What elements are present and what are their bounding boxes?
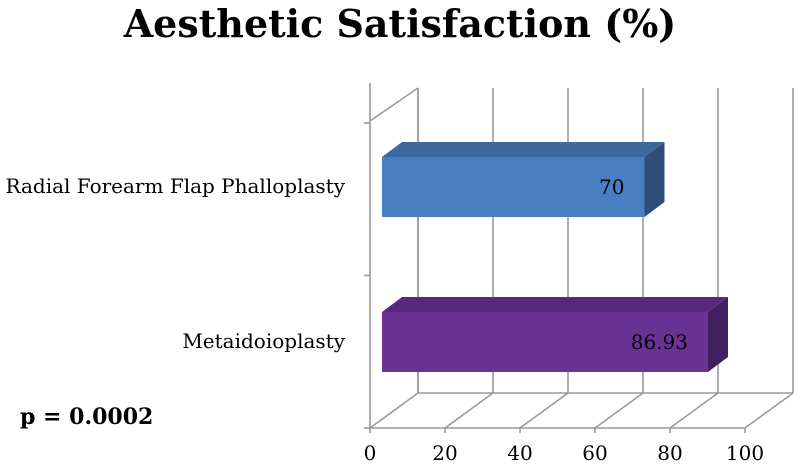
- floor-gridline-0: [369, 392, 419, 429]
- data-label: 86.93: [631, 330, 688, 354]
- x-tick-label: 40: [507, 441, 532, 465]
- bar-top-face: [382, 297, 728, 312]
- bar-metaidoioplasty: [382, 312, 708, 372]
- bar-side-face: [707, 297, 728, 372]
- chart-title: Aesthetic Satisfaction (%): [123, 1, 677, 46]
- chart-grid: [364, 83, 794, 433]
- bar-top-face: [382, 142, 665, 157]
- floor-gridline-80: [669, 392, 719, 429]
- bar-side-face: [644, 142, 665, 217]
- axis-left-top-edge: [369, 87, 419, 122]
- chart-bars: [382, 142, 728, 372]
- data-label: 70: [599, 175, 624, 199]
- floor-gridline-100: [744, 392, 794, 429]
- x-tick-label: 80: [657, 441, 682, 465]
- x-tick-label: 20: [432, 441, 457, 465]
- bar-radial-forearm-flap-phalloplasty: [382, 157, 645, 217]
- x-tick-label: 0: [364, 441, 377, 465]
- category-label: Metaidoioplasty: [182, 329, 345, 353]
- floor-gridline-60: [594, 392, 644, 429]
- floor-gridline-40: [519, 392, 569, 429]
- p-value-annotation: p = 0.0002: [20, 404, 154, 430]
- floor-gridline-20: [444, 392, 494, 429]
- category-label: Radial Forearm Flap Phalloplasty: [5, 174, 345, 198]
- x-tick-label: 60: [582, 441, 607, 465]
- x-tick-label: 100: [726, 441, 764, 465]
- chart-labels: 0 20 40 60 80 100 70 Radial Forearm Flap Phallo…: [5, 174, 764, 465]
